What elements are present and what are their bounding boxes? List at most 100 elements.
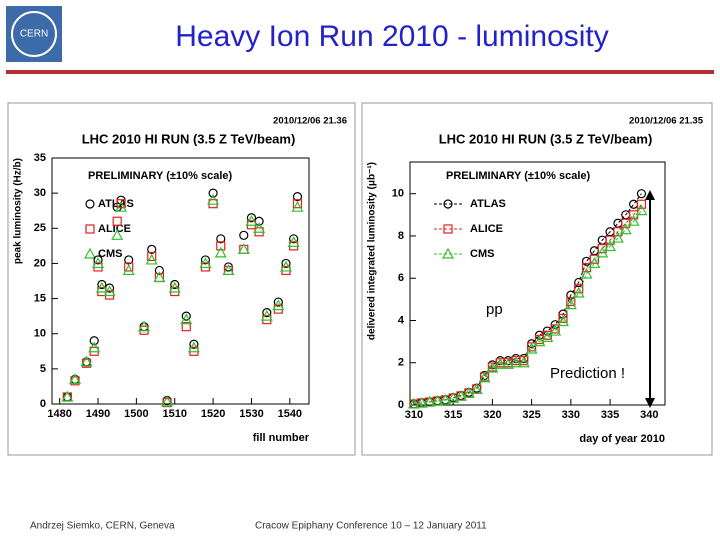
cern-logo: CERN [6, 6, 62, 62]
marker [517, 356, 530, 368]
marker [92, 257, 105, 269]
x-tick-label: 1520 [201, 408, 225, 420]
marker [619, 223, 632, 235]
y-tick-label: 10 [392, 188, 404, 200]
legend-marker [443, 224, 453, 234]
marker [272, 299, 285, 311]
marker [189, 339, 199, 349]
x-axis-label: day of year 2010 [579, 433, 665, 445]
marker [222, 264, 235, 276]
marker [447, 392, 460, 403]
y-tick-label: 0 [398, 399, 404, 411]
x-tick-label: 330 [562, 409, 580, 421]
marker [470, 383, 483, 394]
marker [549, 324, 562, 336]
marker [88, 341, 101, 353]
marker [180, 313, 193, 325]
annotation: Prediction ! [550, 365, 625, 382]
marker [162, 397, 172, 408]
arrow-head [645, 398, 655, 408]
x-tick-label: 1530 [239, 408, 263, 420]
marker [454, 390, 468, 401]
marker [93, 255, 103, 265]
y-axis-label: peak luminosity (Hz/b) [13, 158, 24, 264]
marker [289, 234, 299, 244]
marker [260, 309, 273, 321]
legend-marker [85, 224, 95, 234]
marker [147, 244, 157, 254]
marker [124, 262, 134, 272]
marker [153, 271, 166, 283]
marker [200, 255, 211, 265]
marker [61, 390, 74, 402]
marker [170, 279, 180, 290]
marker [292, 199, 303, 209]
marker [525, 342, 538, 354]
title-rule [6, 70, 714, 74]
marker [541, 331, 554, 342]
y-tick-label: 25 [34, 222, 46, 234]
y-tick-label: 20 [34, 257, 46, 269]
annotation: pp [486, 301, 503, 318]
marker [611, 231, 624, 243]
marker [147, 251, 157, 261]
marker [199, 257, 212, 269]
marker [588, 257, 601, 269]
marker [216, 234, 226, 244]
marker [281, 258, 291, 269]
y-tick-label: 8 [398, 230, 404, 242]
timestamp: 2010/12/06 21.36 [273, 116, 347, 127]
y-tick-label: 0 [40, 398, 46, 410]
timestamp: 2010/12/06 21.35 [629, 116, 704, 127]
marker [635, 204, 648, 216]
x-tick-label: 1490 [86, 408, 110, 420]
series-line [413, 203, 642, 405]
marker [161, 395, 174, 407]
marker [253, 222, 266, 233]
legend-label: ALICE [470, 223, 503, 235]
marker [116, 199, 126, 209]
x-axis-label: fill number [253, 432, 310, 444]
legend-marker [443, 199, 453, 209]
marker [68, 373, 82, 384]
panel [361, 102, 713, 456]
marker [596, 246, 609, 258]
marker [580, 267, 593, 279]
marker [558, 313, 568, 323]
marker [168, 281, 181, 293]
marker [407, 397, 420, 409]
legend-marker [441, 247, 455, 259]
marker [604, 240, 617, 252]
marker [502, 357, 515, 369]
marker [262, 308, 272, 318]
x-tick-label: 1540 [278, 408, 302, 420]
plot-frame [51, 157, 310, 405]
marker [246, 213, 257, 223]
legend-marker [83, 247, 97, 259]
marker [415, 396, 428, 408]
marker [478, 371, 491, 383]
marker [89, 336, 99, 346]
y-axis-label: delivered integrated luminosity (μb⁻¹) [367, 162, 378, 340]
marker [556, 315, 570, 327]
marker [566, 296, 576, 307]
arrow-head [645, 190, 655, 200]
marker [122, 264, 135, 276]
y-tick-label: 4 [398, 314, 405, 326]
marker [589, 254, 599, 264]
marker [627, 214, 640, 226]
marker [245, 215, 258, 226]
marker [208, 188, 218, 198]
x-tick-label: 1500 [124, 408, 148, 420]
note: PRELIMINARY (±10% scale) [446, 170, 591, 182]
series-line [413, 193, 642, 405]
x-tick-label: 340 [640, 409, 658, 421]
legend-label: CMS [470, 248, 494, 260]
slide-title: Heavy Ion Run 2010 - luminosity [175, 20, 609, 53]
marker [291, 200, 304, 212]
series-line [413, 210, 642, 405]
marker [423, 395, 436, 407]
marker [145, 253, 158, 265]
marker [111, 229, 124, 240]
